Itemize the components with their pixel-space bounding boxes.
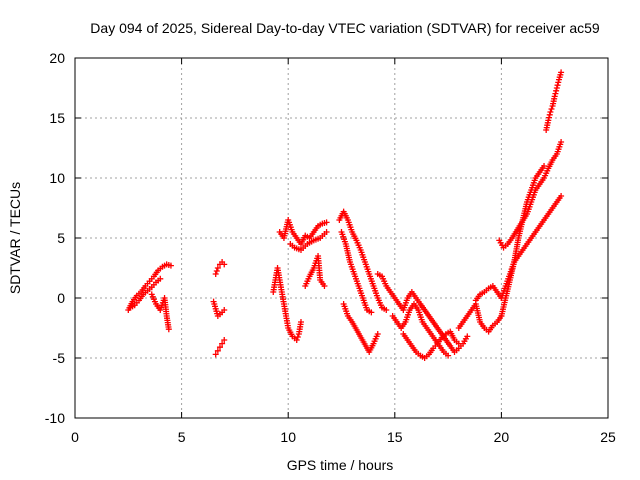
data-point bbox=[553, 85, 560, 91]
data-point bbox=[552, 90, 559, 97]
data-point bbox=[546, 111, 553, 118]
data-point bbox=[214, 265, 221, 271]
data-point bbox=[464, 333, 471, 340]
data-points bbox=[125, 69, 565, 361]
data-point bbox=[297, 319, 304, 325]
data-point bbox=[323, 229, 330, 235]
x-tick-label: 0 bbox=[71, 429, 79, 445]
y-tick-label: 0 bbox=[57, 290, 65, 306]
x-tick-label: 25 bbox=[600, 429, 616, 445]
y-tick-label: -10 bbox=[45, 410, 65, 426]
data-point bbox=[558, 193, 565, 199]
data-point bbox=[294, 334, 301, 340]
data-point bbox=[558, 139, 565, 145]
data-point bbox=[547, 109, 554, 115]
data-point bbox=[213, 268, 220, 274]
x-tick-label: 15 bbox=[387, 429, 403, 445]
data-point bbox=[321, 283, 328, 289]
y-tick-label: 5 bbox=[57, 230, 65, 246]
data-point bbox=[553, 87, 560, 94]
y-axis-label: SDTVAR / TECUs bbox=[7, 182, 23, 294]
x-tick-label: 5 bbox=[178, 429, 186, 445]
data-point bbox=[545, 117, 552, 124]
data-point bbox=[214, 347, 221, 354]
x-axis-label: GPS time / hours bbox=[287, 457, 394, 473]
data-point bbox=[212, 351, 219, 358]
data-point bbox=[167, 262, 174, 269]
y-tick-label: 10 bbox=[49, 170, 65, 186]
data-point bbox=[558, 69, 565, 76]
data-point bbox=[219, 340, 226, 347]
data-point bbox=[221, 261, 228, 268]
y-tick-label: 20 bbox=[49, 50, 65, 66]
data-point bbox=[165, 326, 172, 333]
data-point bbox=[157, 275, 164, 282]
data-point bbox=[548, 106, 555, 112]
chart-title: Day 094 of 2025, Sidereal Day-to-day VTE… bbox=[90, 20, 600, 36]
data-point bbox=[541, 163, 548, 169]
data-point bbox=[555, 79, 562, 86]
data-point bbox=[374, 331, 381, 337]
x-tick-label: 10 bbox=[280, 429, 296, 445]
y-tick-label: 15 bbox=[49, 110, 65, 126]
data-point bbox=[323, 219, 330, 226]
axis-ticks: 0 5 10 15 20 25 -10 -5 0 5 10 15 20 bbox=[45, 50, 616, 445]
y-tick-label: -5 bbox=[53, 350, 66, 366]
data-point bbox=[551, 93, 558, 100]
x-tick-label: 20 bbox=[494, 429, 510, 445]
grid-lines bbox=[75, 58, 608, 418]
data-point bbox=[221, 337, 228, 343]
data-point bbox=[368, 309, 375, 316]
data-point bbox=[221, 307, 228, 313]
data-point bbox=[445, 352, 452, 359]
data-point bbox=[212, 271, 219, 277]
data-point bbox=[293, 337, 300, 343]
data-point bbox=[216, 344, 223, 351]
data-point bbox=[554, 82, 561, 89]
data-point bbox=[383, 307, 390, 313]
data-point bbox=[546, 114, 553, 121]
